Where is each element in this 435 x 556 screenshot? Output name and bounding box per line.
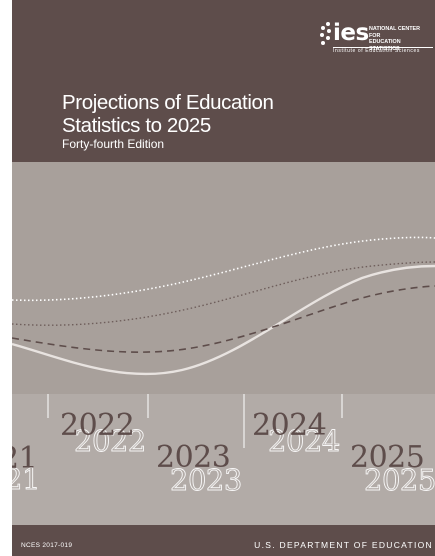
report-title: Projections of Education Statistics to 2…	[62, 91, 362, 137]
report-title-line-2: Statistics to 2025	[62, 114, 211, 137]
year-ghost-2025: 2025	[364, 463, 435, 497]
ies-institute-name: Institute of Education Sciences	[333, 47, 433, 55]
year-ghost-2022: 2022	[74, 424, 147, 458]
ies-logo: ies NATIONAL CENTER FOR EDUCATION STATIS…	[320, 20, 433, 58]
white-dotted-curve	[12, 236, 435, 302]
year-ghost-2024: 2024	[268, 424, 341, 458]
report-id: NCES 2017-019	[21, 542, 73, 549]
projection-curves	[12, 236, 435, 376]
ies-wordmark: ies	[333, 20, 369, 46]
cover-footer: NCES 2017-019 U.S. DEPARTMENT OF EDUCATI…	[12, 525, 435, 556]
ies-agency-name: NATIONAL CENTER FOR EDUCATION STATISTICS	[369, 26, 421, 52]
year-2023: 2023	[156, 440, 231, 475]
edition-label: Forty-fourth Edition	[62, 137, 165, 151]
report-title-line-1: Projections of Education	[62, 91, 274, 114]
year-2025: 2025	[350, 440, 425, 475]
year-2021: 21	[12, 441, 38, 476]
department-name: U.S. DEPARTMENT OF EDUCATION	[254, 540, 433, 550]
white-solid-curve	[12, 264, 435, 376]
year-ghost-2021: 21	[12, 462, 41, 496]
year-ghost-2023: 2023	[170, 463, 243, 497]
year-2024: 2024	[252, 408, 327, 443]
year-2022: 2022	[60, 408, 135, 443]
brown-dotted-curve	[12, 261, 435, 326]
timeline-tick-marks	[47, 394, 343, 448]
timeline-band	[12, 394, 435, 525]
timeline: 21 21 2022 2022 2023 2023 2024 2024 2025…	[12, 394, 435, 525]
report-cover: ies NATIONAL CENTER FOR EDUCATION STATIS…	[12, 0, 435, 556]
ies-dots-icon	[320, 22, 334, 48]
brown-dashed-curve	[12, 285, 435, 353]
cover-header-band: ies NATIONAL CENTER FOR EDUCATION STATIS…	[12, 0, 435, 162]
